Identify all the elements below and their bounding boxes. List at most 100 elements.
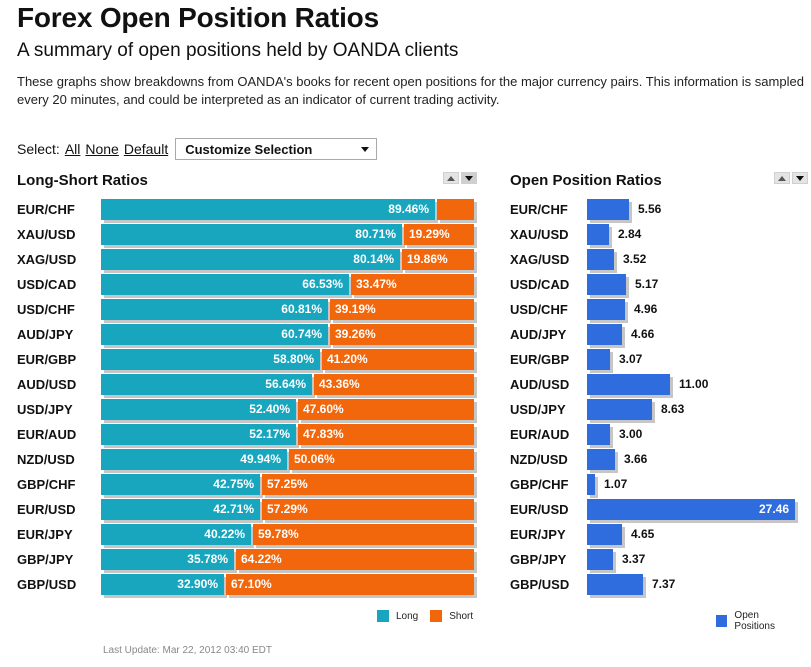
open-position-value: 27.46 <box>758 502 789 516</box>
chevron-down-icon <box>361 146 370 152</box>
pair-label: GBP/USD <box>510 577 570 592</box>
short-bar: 67.10% <box>226 574 474 595</box>
open-position-bar <box>587 199 629 220</box>
pair-label: AUD/JPY <box>17 327 74 342</box>
long-bar: 49.94% <box>101 449 287 470</box>
long-bar: 66.53% <box>101 274 349 295</box>
arrow-up-icon <box>778 175 786 181</box>
legend-label-short: Short <box>449 610 474 622</box>
long-bar: 42.75% <box>101 474 260 495</box>
arrow-down-icon <box>796 175 804 181</box>
page-title: Forex Open Position Ratios <box>17 2 379 33</box>
short-bar-label: 19.29% <box>409 227 450 241</box>
short-bar: 33.47% <box>351 274 474 295</box>
arrow-up-icon <box>447 175 455 181</box>
pair-label: EUR/USD <box>510 502 569 517</box>
last-update: Last Update: Mar 22, 2012 03:40 EDT <box>103 645 272 656</box>
open-position-value: 3.37 <box>622 552 646 566</box>
open-position-bar <box>587 474 595 495</box>
pair-label: GBP/USD <box>17 577 77 592</box>
pair-label: EUR/AUD <box>510 427 570 442</box>
short-bar: 64.22% <box>236 549 474 570</box>
long-bar-label: 58.80% <box>273 352 314 366</box>
long-bar: 56.64% <box>101 374 312 395</box>
pair-label: GBP/CHF <box>510 477 569 492</box>
open-position-value: 3.66 <box>624 452 648 466</box>
pair-label: AUD/USD <box>510 377 570 392</box>
long-bar: 80.14% <box>101 249 400 270</box>
pair-label: EUR/JPY <box>17 527 73 542</box>
long-bar-label: 52.40% <box>249 402 290 416</box>
open-position-bar <box>587 424 610 445</box>
pair-label: USD/JPY <box>17 402 73 417</box>
legend-label-long: Long <box>396 610 419 622</box>
open-position-value: 3.07 <box>619 352 643 366</box>
open-position-bar <box>587 449 615 470</box>
long-bar-label: 80.71% <box>355 227 396 241</box>
long-bar-label: 56.64% <box>265 377 306 391</box>
open-position-sort-controls <box>774 172 808 184</box>
open-position-value: 7.37 <box>652 577 676 591</box>
open-position-value: 11.00 <box>679 377 709 391</box>
short-bar-label: 47.60% <box>303 402 344 416</box>
pair-label: EUR/AUD <box>17 427 77 442</box>
select-default-link[interactable]: Default <box>123 141 169 157</box>
sort-ascending-button[interactable] <box>443 172 459 184</box>
pair-label: USD/CHF <box>510 302 568 317</box>
long-bar: 58.80% <box>101 349 320 370</box>
select-label: Select: <box>17 141 60 157</box>
open-position-bar: 27.46 <box>587 499 795 520</box>
open-position-bar <box>587 224 609 245</box>
short-bar: 47.60% <box>298 399 474 420</box>
long-bar: 32.90% <box>101 574 224 595</box>
sort-descending-button[interactable] <box>461 172 477 184</box>
open-position-bar <box>587 324 622 345</box>
long-short-sort-controls <box>443 172 477 184</box>
select-all-link[interactable]: All <box>64 141 81 157</box>
pair-label: NZD/USD <box>17 452 75 467</box>
sort-descending-button[interactable] <box>792 172 808 184</box>
long-bar-label: 66.53% <box>302 277 343 291</box>
long-bar-label: 52.17% <box>249 427 290 441</box>
legend-swatch-long <box>377 610 389 622</box>
open-position-bar <box>587 399 652 420</box>
short-bar-label: 41.20% <box>327 352 368 366</box>
open-position-value: 4.96 <box>634 302 658 316</box>
long-bar: 42.71% <box>101 499 260 520</box>
short-bar-label: 33.47% <box>356 277 397 291</box>
customize-selection-dropdown[interactable]: Customize Selection <box>175 138 378 160</box>
long-bar-label: 89.46% <box>388 202 429 216</box>
long-bar: 60.74% <box>101 324 328 345</box>
short-bar-label: 47.83% <box>303 427 344 441</box>
open-position-legend: Open Positions <box>716 610 811 632</box>
long-short-title: Long-Short Ratios <box>17 172 148 189</box>
open-position-bar <box>587 274 626 295</box>
pair-label: EUR/CHF <box>17 202 75 217</box>
sort-ascending-button[interactable] <box>774 172 790 184</box>
open-position-value: 8.63 <box>661 402 685 416</box>
long-bar: 80.71% <box>101 224 402 245</box>
page-description: These graphs show breakdowns from OANDA'… <box>17 74 804 107</box>
legend-label-open: Open Positions <box>734 610 775 632</box>
short-bar: 59.78% <box>253 524 474 545</box>
long-bar: 40.22% <box>101 524 251 545</box>
pair-label: XAU/USD <box>510 227 569 242</box>
open-position-bar <box>587 299 625 320</box>
pair-label: NZD/USD <box>510 452 568 467</box>
short-bar: 39.19% <box>330 299 474 320</box>
selection-controls: Select: All None Default Customize Selec… <box>17 138 378 160</box>
legend-item-short: Short <box>430 610 473 622</box>
short-bar-label: 39.19% <box>335 302 376 316</box>
short-bar-label: 57.29% <box>267 502 308 516</box>
pair-label: EUR/JPY <box>510 527 566 542</box>
legend-item-long: Long <box>377 610 418 622</box>
arrow-down-icon <box>465 175 473 181</box>
short-bar-label: 59.78% <box>258 527 299 541</box>
open-position-bar <box>587 249 614 270</box>
short-bar: 57.25% <box>262 474 474 495</box>
pair-label: XAG/USD <box>17 252 77 267</box>
legend-swatch-short <box>430 610 443 622</box>
select-none-link[interactable]: None <box>85 141 119 157</box>
pair-label: USD/JPY <box>510 402 566 417</box>
short-bar-label: 64.22% <box>241 552 282 566</box>
